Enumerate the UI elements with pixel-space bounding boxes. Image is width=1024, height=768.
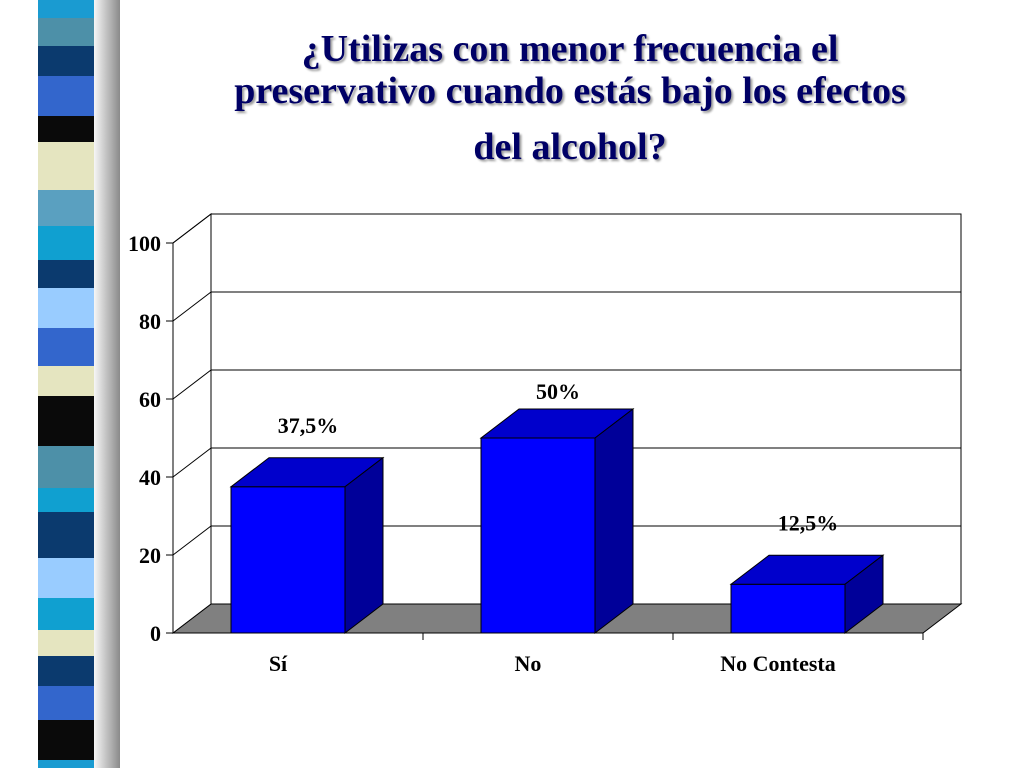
stripe-block [38,142,94,190]
y-tick-label: 80 [139,309,161,334]
stripe-block [38,446,94,488]
stripe-block [38,260,94,288]
gridline-wall [172,447,212,478]
slide-title: ¿Utilizas con menor frecuencia el preser… [150,28,990,168]
decorative-side-stripe [38,0,120,768]
stripe-block [38,46,94,76]
slide-title-line-1: ¿Utilizas con menor frecuencia el [301,28,839,70]
stripe-block [38,190,94,226]
stripe-block [38,76,94,116]
slide-title-line-3: del alcohol? [473,126,667,168]
stripe-block [38,226,94,260]
stripe-shadow [92,0,120,768]
stripe-block [38,656,94,686]
stripe-block [38,328,94,366]
stripe-block [38,18,94,46]
bar-side-1 [344,456,384,635]
stripe-block [38,116,94,142]
y-tick-label: 60 [139,387,161,412]
chart-left-wall [172,212,212,635]
data-label-1: 37,5% [278,413,339,438]
stripe-block [38,558,94,598]
category-label-1: Sí [269,651,288,676]
stripe-block [38,396,94,446]
stripe-block [38,366,94,396]
bar-front-1 [230,486,346,634]
stripe-block [38,630,94,656]
y-tick-label: 20 [139,543,161,568]
gridline-wall [172,525,212,556]
y-tick-label: 40 [139,465,161,490]
stripe-block [38,0,94,18]
stripe-block [38,720,94,760]
stripe-block [38,512,94,558]
stripe-block [38,488,94,512]
gridline-wall [172,291,212,322]
bar-front-2 [480,437,596,634]
stripe-block [38,598,94,630]
y-tick-label: 100 [128,231,161,256]
stripe-block [38,288,94,328]
bar-side-2 [594,407,634,635]
stripe-block [38,686,94,720]
y-tick-label: 0 [150,621,161,646]
data-label-2: 50% [536,379,580,404]
data-label-3: 12,5% [778,510,839,535]
category-label-3: No Contesta [720,651,836,676]
bar-front-3 [730,583,846,634]
gridline-wall [172,213,212,244]
slide-title-line-2: preservativo cuando estás bajo los efect… [234,70,906,112]
stripe-block [38,760,94,768]
gridline-wall [172,369,212,400]
bar-side-3 [844,554,884,635]
category-label-2: No [515,651,542,676]
